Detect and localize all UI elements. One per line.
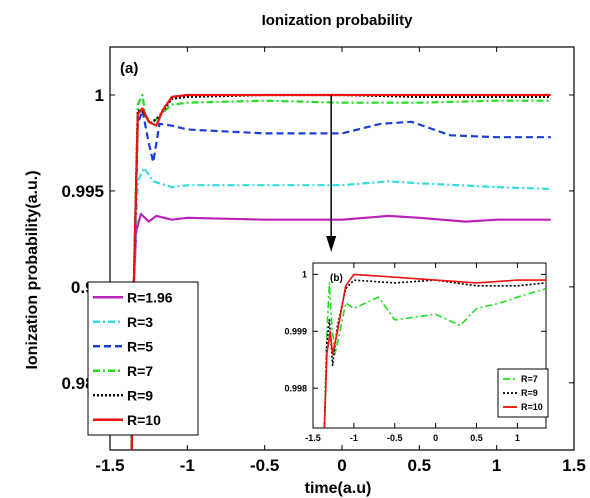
- y-tick-label: 0.995: [61, 182, 104, 201]
- x-tick-label: 1.5: [562, 456, 586, 475]
- series-line-r-3: [130, 166, 551, 451]
- inset-series-lines: [323, 273, 547, 429]
- legend-label: R=1.96: [127, 289, 173, 305]
- legend-label: R=9: [521, 388, 538, 398]
- x-tick-label: -0.5: [387, 433, 403, 443]
- arrow-head: [326, 236, 337, 252]
- series-line-r-10: [323, 273, 546, 429]
- x-tick-label: 0.5: [470, 433, 483, 443]
- series-line-r-10: [130, 93, 551, 451]
- main-legend: R=1.96 R=3 R=5 R=7 R=9 R=10: [87, 281, 199, 436]
- x-axis-label: time(a.u): [305, 480, 372, 497]
- series-line-r-7: [323, 282, 547, 429]
- series-line-r-1-96: [130, 212, 551, 451]
- x-tick-label: 0.5: [408, 456, 432, 475]
- x-tick-label: -1.5: [305, 433, 321, 443]
- legend-label: R=5: [127, 338, 153, 354]
- inset-axis-ticks: -1.5 -1 -0.5 0 0.5 1 0.998 0.999 1: [284, 263, 546, 443]
- y-tick-label: 1: [302, 270, 307, 280]
- inset-legend: R=7 R=9 R=10: [497, 368, 549, 418]
- chart-title: Ionization probability: [262, 12, 413, 29]
- x-tick-label: -1: [350, 433, 358, 443]
- legend-label: R=9: [127, 387, 153, 403]
- legend-label: R=7: [521, 374, 538, 384]
- series-line-r-5: [130, 109, 551, 451]
- panel-b-label: (b): [330, 273, 343, 284]
- legend-box: [87, 281, 199, 436]
- legend-label: R=3: [127, 314, 153, 330]
- y-axis-label: Ionization probability(a.u.): [24, 170, 41, 369]
- main-series-lines: [130, 93, 551, 451]
- x-tick-label: 0: [433, 433, 438, 443]
- x-tick-label: 1: [515, 433, 520, 443]
- y-tick-label: 1: [95, 86, 104, 105]
- x-tick-label: -0.5: [250, 456, 279, 475]
- panel-a-label: (a): [120, 60, 138, 77]
- legend-label: R=7: [127, 363, 153, 379]
- y-tick-label: 0.999: [284, 326, 307, 336]
- legend-box: [497, 368, 549, 418]
- series-line-r-9: [323, 279, 547, 429]
- x-tick-label: -1: [180, 456, 195, 475]
- series-line-r-7: [130, 93, 551, 451]
- zoom-arrow: [326, 94, 337, 252]
- inset-plot: (b) -1.5 -1 -0.5 0 0.5 1 0.998 0.999 1 R=7 R=9 R=1…: [284, 262, 549, 443]
- legend-label: R=10: [521, 402, 543, 412]
- legend-label: R=10: [127, 412, 161, 428]
- y-tick-label: 0.998: [284, 383, 307, 393]
- x-tick-label: 1: [492, 456, 501, 475]
- x-tick-label: -1.5: [95, 456, 124, 475]
- x-tick-label: 0: [337, 456, 346, 475]
